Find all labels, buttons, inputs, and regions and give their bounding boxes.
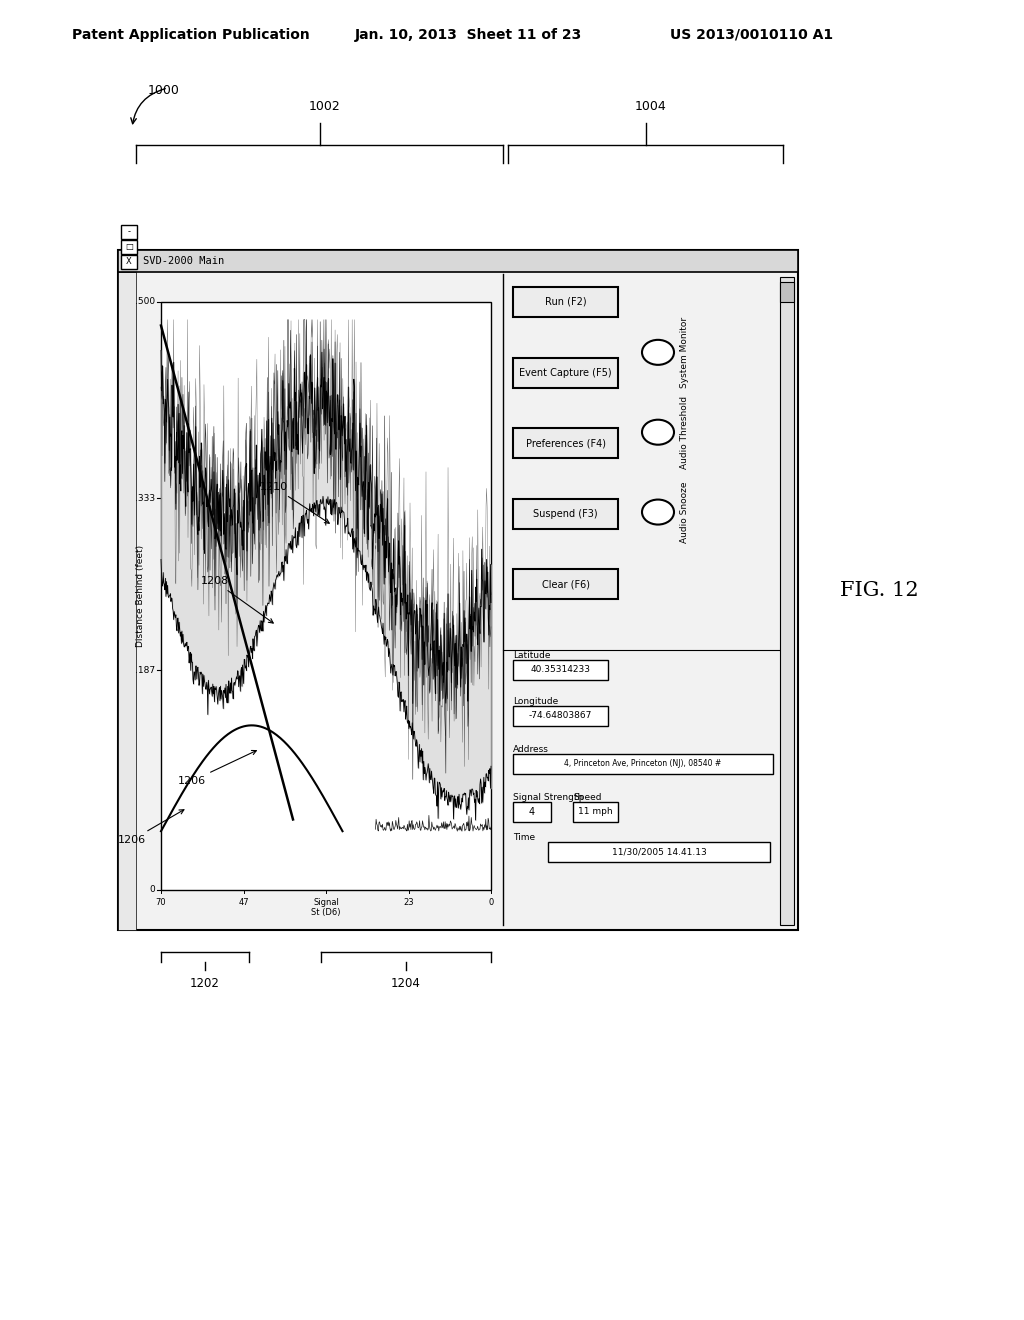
Ellipse shape — [642, 420, 674, 445]
Text: Jan. 10, 2013  Sheet 11 of 23: Jan. 10, 2013 Sheet 11 of 23 — [355, 28, 583, 42]
Text: Speed: Speed — [573, 793, 601, 803]
Bar — [780, 277, 794, 925]
Text: 23: 23 — [403, 898, 414, 907]
Bar — [513, 754, 773, 774]
Text: Clear (F6): Clear (F6) — [542, 579, 590, 590]
Text: 1206: 1206 — [177, 751, 256, 787]
Bar — [118, 272, 136, 931]
Text: 1204: 1204 — [391, 977, 421, 990]
Text: -: - — [128, 227, 130, 236]
Bar — [513, 660, 608, 680]
Bar — [513, 286, 618, 317]
Bar — [118, 249, 798, 931]
Text: 1206: 1206 — [118, 809, 184, 845]
Text: Signal
St (D6): Signal St (D6) — [311, 898, 341, 917]
Bar — [121, 255, 137, 269]
Bar — [548, 842, 770, 862]
Text: Longitude: Longitude — [513, 697, 558, 706]
Ellipse shape — [642, 339, 674, 364]
Text: Suspend (F3): Suspend (F3) — [534, 508, 598, 519]
Text: 0: 0 — [150, 886, 155, 895]
Bar — [513, 569, 618, 599]
Text: 70: 70 — [156, 898, 166, 907]
Bar — [780, 282, 794, 302]
Text: US 2013/0010110 A1: US 2013/0010110 A1 — [670, 28, 834, 42]
Text: 47: 47 — [239, 898, 249, 907]
Bar — [161, 302, 490, 890]
Text: □: □ — [125, 243, 133, 252]
Bar — [513, 358, 618, 388]
Text: Preferences (F4): Preferences (F4) — [525, 438, 605, 449]
Bar — [121, 240, 137, 253]
Text: X: X — [126, 257, 132, 267]
Text: 1002: 1002 — [308, 100, 340, 114]
Text: Latitude: Latitude — [513, 651, 551, 660]
Text: 0: 0 — [488, 898, 494, 907]
Text: 40.35314233: 40.35314233 — [530, 665, 591, 675]
Text: Patent Application Publication: Patent Application Publication — [72, 28, 309, 42]
Text: Run (F2): Run (F2) — [545, 297, 587, 308]
Text: 4: 4 — [529, 807, 536, 817]
Text: Audio Snooze: Audio Snooze — [680, 482, 689, 543]
Bar — [118, 249, 798, 272]
Bar — [513, 499, 618, 529]
Bar — [513, 803, 551, 822]
Text: Event Capture (F5): Event Capture (F5) — [519, 367, 611, 378]
Text: System Monitor: System Monitor — [680, 317, 689, 388]
Text: 1208: 1208 — [201, 577, 273, 623]
Text: .500: .500 — [135, 297, 155, 306]
Ellipse shape — [642, 499, 674, 524]
Bar — [513, 428, 618, 458]
Text: 1202: 1202 — [189, 977, 220, 990]
Text: Address: Address — [513, 744, 549, 754]
Text: SVD-2000 Main: SVD-2000 Main — [143, 256, 224, 267]
Text: -74.64803867: -74.64803867 — [528, 711, 592, 721]
Text: 11 mph: 11 mph — [578, 808, 612, 817]
Text: Audio Threshold: Audio Threshold — [680, 396, 689, 469]
Bar — [573, 803, 618, 822]
Text: Time: Time — [513, 833, 536, 842]
Text: 1004: 1004 — [635, 100, 667, 114]
Bar — [121, 224, 137, 239]
Bar — [513, 706, 608, 726]
Text: .187: .187 — [135, 665, 155, 675]
Text: .333: .333 — [135, 494, 155, 503]
Text: 1210: 1210 — [260, 482, 330, 523]
Text: 11/30/2005 14.41.13: 11/30/2005 14.41.13 — [611, 847, 707, 857]
Text: 4, Princeton Ave, Princeton (NJ), 08540 #: 4, Princeton Ave, Princeton (NJ), 08540 … — [564, 759, 722, 768]
Text: Signal Strength: Signal Strength — [513, 793, 584, 803]
Text: Distance Behind (feet): Distance Behind (feet) — [136, 545, 145, 647]
Text: 1000: 1000 — [148, 83, 180, 96]
Text: FIG. 12: FIG. 12 — [840, 581, 919, 599]
